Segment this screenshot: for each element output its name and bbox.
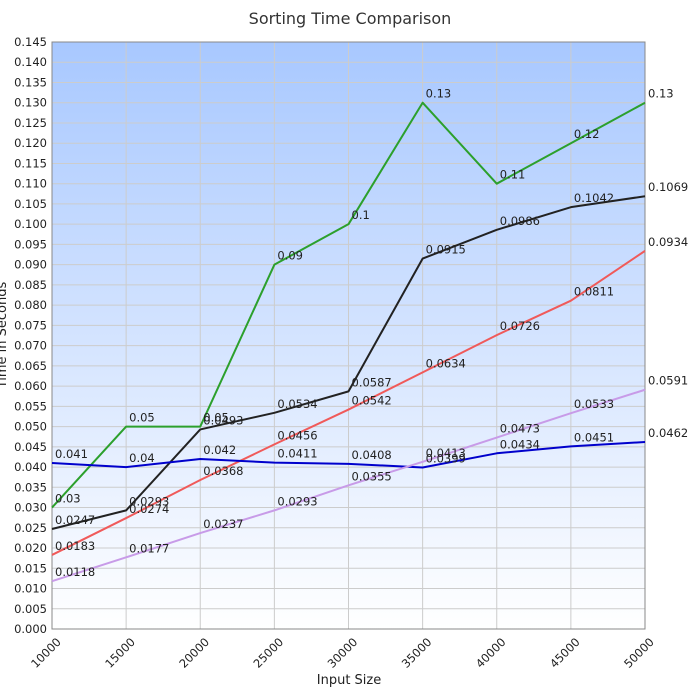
series-lines <box>51 101 646 583</box>
y-tick-label: 0.085 <box>14 278 47 292</box>
y-tick-label: 0.115 <box>14 156 47 170</box>
data-label: 0.0986 <box>500 214 540 228</box>
data-label: 0.1069 <box>648 180 688 194</box>
data-label: 0.0293 <box>129 494 169 508</box>
y-tick-label: 0.110 <box>14 177 47 191</box>
data-label: 0.0915 <box>426 243 466 257</box>
y-tick-label: 0.065 <box>14 359 47 373</box>
x-tick-label: 50000 <box>621 635 657 671</box>
y-tick-label: 0.105 <box>14 197 47 211</box>
y-tick-label: 0.050 <box>14 420 47 434</box>
data-label: 0.0274 <box>129 502 169 516</box>
data-label: 0.0434 <box>500 437 540 451</box>
y-tick-label: 0.015 <box>14 561 47 575</box>
data-label: 0.09 <box>277 249 303 263</box>
y-tick-label: 0.125 <box>14 116 47 130</box>
data-label: 0.04 <box>129 451 155 465</box>
data-label: 0.13 <box>648 87 674 101</box>
x-tick-label: 40000 <box>473 635 509 671</box>
data-label: 0.0411 <box>277 447 317 461</box>
series-line-3 <box>51 250 646 556</box>
data-label: 0.0462 <box>648 426 688 440</box>
data-label: 0.11 <box>500 168 526 182</box>
x-tick-label: 10000 <box>28 635 64 671</box>
data-label: 0.0534 <box>277 397 317 411</box>
x-tick-label: 20000 <box>176 635 212 671</box>
data-label: 0.0726 <box>500 319 540 333</box>
y-tick-label: 0.095 <box>14 237 47 251</box>
x-axis-tick-labels: 10000 15000 20000 25000 30000 35000 40000 45000… <box>28 635 657 671</box>
data-label: 0.05 <box>203 411 229 425</box>
y-tick-label: 0.060 <box>14 379 47 393</box>
y-axis-tick-labels: 0.000 0.005 0.010 0.015 0.020 0.025 0.030 0.035… <box>14 35 47 636</box>
data-label: 0.1042 <box>574 191 614 205</box>
data-label: 0.041 <box>55 447 88 461</box>
data-label: 0.0177 <box>129 541 169 555</box>
data-label: 0.12 <box>574 127 600 141</box>
data-label: 0.13 <box>426 87 452 101</box>
data-label: 0.0811 <box>574 285 614 299</box>
data-label: 0.0473 <box>500 422 540 436</box>
y-tick-label: 0.030 <box>14 501 47 515</box>
y-tick-label: 0.045 <box>14 440 47 454</box>
grid <box>51 41 646 630</box>
y-tick-label: 0.080 <box>14 298 47 312</box>
data-label: 0.05 <box>129 411 155 425</box>
y-tick-label: 0.075 <box>14 318 47 332</box>
y-tick-label: 0.120 <box>14 136 47 150</box>
data-labels: 0.03 0.05 0.05 0.09 0.1 0.13 0.11 0.12 0.13 0.024… <box>55 87 688 580</box>
y-tick-label: 0.130 <box>14 96 47 110</box>
data-label: 0.0247 <box>55 513 95 527</box>
data-label: 0.0413 <box>426 446 466 460</box>
data-label: 0.0183 <box>55 539 95 553</box>
data-label: 0.0542 <box>352 394 392 408</box>
x-tick-label: 15000 <box>102 635 138 671</box>
data-label: 0.0587 <box>352 375 392 389</box>
y-tick-label: 0.100 <box>14 217 47 231</box>
data-label: 0.0118 <box>55 565 95 579</box>
x-tick-label: 25000 <box>250 635 286 671</box>
data-label: 0.0355 <box>352 469 392 483</box>
series-line-1 <box>51 101 646 509</box>
y-tick-label: 0.000 <box>14 622 47 636</box>
plot-area-border <box>51 41 646 630</box>
data-label: 0.0456 <box>277 428 317 442</box>
y-tick-label: 0.040 <box>14 460 47 474</box>
y-tick-label: 0.020 <box>14 541 47 555</box>
y-tick-label: 0.090 <box>14 258 47 272</box>
y-tick-label: 0.140 <box>14 55 47 69</box>
series-line-5 <box>51 388 646 583</box>
x-tick-label: 35000 <box>399 635 435 671</box>
data-label: 0.0293 <box>277 494 317 508</box>
x-tick-label: 30000 <box>325 635 361 671</box>
data-label: 0.0591 <box>648 374 688 388</box>
chart-title: Sorting Time Comparison <box>249 9 452 28</box>
y-tick-label: 0.055 <box>14 399 47 413</box>
y-tick-label: 0.025 <box>14 521 47 535</box>
x-tick-label: 45000 <box>547 635 583 671</box>
data-label: 0.0408 <box>352 448 392 462</box>
data-label: 0.0399 <box>426 451 466 465</box>
y-axis-title: Time in Seconds <box>0 282 10 390</box>
y-tick-label: 0.005 <box>14 602 47 616</box>
y-tick-label: 0.010 <box>14 582 47 596</box>
data-label: 0.0451 <box>574 430 614 444</box>
data-label: 0.0237 <box>203 517 243 531</box>
y-tick-label: 0.035 <box>14 480 47 494</box>
data-label: 0.0493 <box>203 413 243 427</box>
y-tick-label: 0.135 <box>14 75 47 89</box>
x-axis-title: Input Size <box>317 673 381 688</box>
data-label: 0.03 <box>55 492 81 506</box>
data-label: 0.1 <box>352 208 370 222</box>
series-line-4 <box>51 440 646 469</box>
data-label: 0.0934 <box>648 235 688 249</box>
data-label: 0.042 <box>203 443 236 457</box>
y-tick-label: 0.070 <box>14 339 47 353</box>
data-label: 0.0368 <box>203 464 243 478</box>
series-line-2 <box>51 195 646 530</box>
data-label: 0.0533 <box>574 397 614 411</box>
y-tick-label: 0.145 <box>14 35 47 49</box>
data-label: 0.0634 <box>426 356 466 370</box>
